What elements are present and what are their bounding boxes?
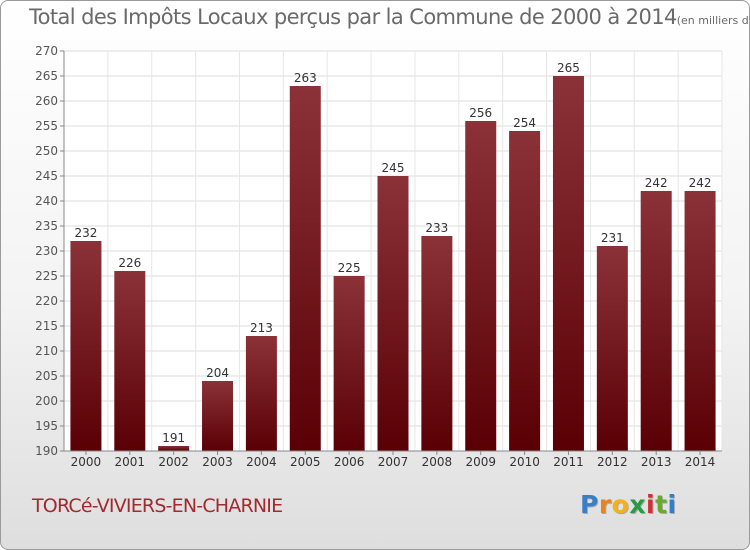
value-label-2013: 242 [645, 176, 668, 190]
value-label-2003: 204 [206, 366, 229, 380]
y-tick-label: 230 [35, 244, 58, 258]
logo-letter: o [611, 490, 630, 519]
x-tick-label-2014: 2014 [685, 455, 716, 469]
logo-letter: x [629, 490, 646, 519]
value-label-2008: 233 [425, 221, 448, 235]
value-label-2004: 213 [250, 321, 273, 335]
bar-2010 [509, 131, 541, 451]
logo-letter: P [580, 490, 599, 519]
logo-letter: r [598, 490, 612, 519]
x-tick-label-2011: 2011 [553, 455, 584, 469]
value-label-2012: 231 [601, 231, 624, 245]
bar-2014 [684, 191, 716, 451]
bar-2002 [158, 446, 190, 451]
value-label-2000: 232 [74, 226, 97, 240]
y-tick-label: 210 [35, 344, 58, 358]
y-tick-label: 190 [35, 444, 58, 458]
chart-title-text: Total des Impôts Locaux perçus par la Co… [29, 5, 677, 29]
value-label-2014: 242 [689, 176, 712, 190]
y-tick-label: 220 [35, 294, 58, 308]
logo-letter: i [667, 490, 677, 519]
y-tick-label: 265 [35, 69, 58, 83]
x-tick-label-2006: 2006 [334, 455, 365, 469]
chart-unit: (en milliers d'€) [676, 14, 749, 27]
x-tick-label-2000: 2000 [71, 455, 102, 469]
bar-2000 [70, 241, 102, 451]
value-label-2011: 265 [557, 61, 580, 75]
value-label-2006: 225 [338, 261, 361, 275]
logo-letter: i [646, 490, 656, 519]
bar-2012 [596, 246, 628, 451]
bar-2008 [421, 236, 453, 451]
value-label-2010: 254 [513, 116, 536, 130]
y-tick-label: 225 [35, 269, 58, 283]
x-tick-label-2013: 2013 [641, 455, 672, 469]
value-label-2005: 263 [294, 71, 317, 85]
y-tick-label: 260 [35, 94, 58, 108]
y-tick-label: 215 [35, 319, 58, 333]
x-tick-label-2008: 2008 [422, 455, 453, 469]
x-axis: 2000 2001 2002 2003 2004 2005 2006 2007 2008 2009… [64, 450, 722, 469]
y-tick-label: 270 [35, 44, 58, 58]
logo-letter: t [655, 490, 668, 519]
bar-2007 [377, 176, 409, 451]
bar-2001 [114, 271, 146, 451]
value-label-2009: 256 [469, 106, 492, 120]
commune-name: TORCé-VIVIERS-EN-CHARNIE [32, 495, 283, 517]
bar-2004 [245, 336, 277, 451]
bar-2011 [552, 76, 584, 451]
y-tick-label: 205 [35, 369, 58, 383]
x-tick-label-2001: 2001 [115, 455, 146, 469]
bars: 232 226 191 204 213 263 225 245 233 256 254 265 231 2… [70, 61, 716, 451]
y-tick-label: 200 [35, 394, 58, 408]
y-tick-label: 245 [35, 169, 58, 183]
y-tick-label: 195 [35, 419, 58, 433]
x-tick-label-2002: 2002 [158, 455, 189, 469]
x-tick-label-2003: 2003 [202, 455, 233, 469]
proxiti-logo[interactable]: Proxiti [580, 490, 677, 519]
bar-2003 [202, 381, 234, 451]
bar-2005 [289, 86, 321, 451]
value-label-2001: 226 [118, 256, 141, 270]
value-label-2007: 245 [382, 161, 405, 175]
x-tick-label-2012: 2012 [597, 455, 628, 469]
bar-2013 [640, 191, 672, 451]
x-tick-label-2005: 2005 [290, 455, 321, 469]
y-tick-label: 255 [35, 119, 58, 133]
bar-2006 [333, 276, 365, 451]
x-tick-label-2007: 2007 [378, 455, 409, 469]
bar-2009 [465, 121, 497, 451]
y-tick-label: 240 [35, 194, 58, 208]
x-tick-label-2009: 2009 [465, 455, 496, 469]
value-label-2002: 191 [162, 431, 185, 445]
x-tick-label-2004: 2004 [246, 455, 277, 469]
y-axis: 190 195 200 205 210 215 220 225 230 235 240 245 250 2… [35, 44, 65, 458]
y-tick-label: 250 [35, 144, 58, 158]
x-tick-label-2010: 2010 [509, 455, 540, 469]
y-tick-label: 235 [35, 219, 58, 233]
chart-title: Total des Impôts Locaux perçus par la Co… [29, 5, 749, 29]
